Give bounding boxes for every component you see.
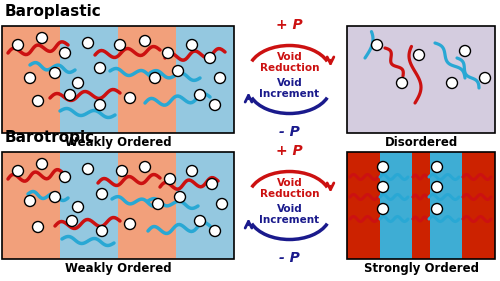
Circle shape xyxy=(460,46,470,56)
Circle shape xyxy=(36,158,48,169)
Circle shape xyxy=(12,166,24,176)
Text: Strongly Ordered: Strongly Ordered xyxy=(364,262,478,275)
Circle shape xyxy=(432,203,442,214)
Circle shape xyxy=(82,164,94,175)
Circle shape xyxy=(82,37,94,49)
Circle shape xyxy=(378,162,388,173)
Text: Barotropic: Barotropic xyxy=(5,130,95,145)
Text: + P: + P xyxy=(276,144,303,158)
Circle shape xyxy=(140,35,150,46)
Circle shape xyxy=(72,78,84,89)
Text: - P: - P xyxy=(279,250,300,264)
Circle shape xyxy=(124,219,136,230)
Circle shape xyxy=(32,96,44,106)
Bar xyxy=(347,152,380,259)
Circle shape xyxy=(32,221,44,232)
Bar xyxy=(2,152,60,259)
Text: Weakly Ordered: Weakly Ordered xyxy=(64,136,172,149)
Circle shape xyxy=(162,47,173,58)
Text: Void
Reduction: Void Reduction xyxy=(260,178,320,199)
Bar xyxy=(2,152,234,259)
Circle shape xyxy=(174,191,186,203)
Circle shape xyxy=(36,33,48,44)
Bar xyxy=(347,26,495,133)
Circle shape xyxy=(194,216,205,226)
Circle shape xyxy=(60,171,70,182)
Bar xyxy=(412,152,430,259)
Circle shape xyxy=(12,40,24,51)
Circle shape xyxy=(116,166,128,176)
Circle shape xyxy=(94,99,106,110)
Text: Void
Increment: Void Increment xyxy=(260,203,320,225)
Circle shape xyxy=(96,189,108,200)
Circle shape xyxy=(186,166,198,176)
Circle shape xyxy=(206,178,218,189)
Circle shape xyxy=(372,40,382,51)
Bar xyxy=(176,152,234,259)
Text: - P: - P xyxy=(279,124,300,139)
Bar xyxy=(60,152,118,259)
Circle shape xyxy=(378,203,388,214)
Circle shape xyxy=(150,72,160,83)
Circle shape xyxy=(378,182,388,192)
Circle shape xyxy=(204,53,216,64)
Circle shape xyxy=(140,162,150,173)
Text: Void
Increment: Void Increment xyxy=(260,78,320,99)
Circle shape xyxy=(172,65,184,76)
Circle shape xyxy=(446,78,458,89)
Circle shape xyxy=(24,72,36,83)
Bar xyxy=(118,26,176,133)
Text: Weakly Ordered: Weakly Ordered xyxy=(64,262,172,275)
Circle shape xyxy=(214,72,226,83)
Circle shape xyxy=(480,72,490,83)
Circle shape xyxy=(124,92,136,103)
Circle shape xyxy=(396,78,407,89)
Bar xyxy=(462,152,495,259)
Circle shape xyxy=(216,198,228,210)
Circle shape xyxy=(24,196,36,207)
Text: Disordered: Disordered xyxy=(384,136,458,149)
Circle shape xyxy=(164,173,175,185)
Circle shape xyxy=(96,225,108,237)
Bar xyxy=(176,26,234,133)
Circle shape xyxy=(50,191,60,203)
Circle shape xyxy=(114,40,126,51)
Bar xyxy=(2,26,60,133)
Circle shape xyxy=(60,47,70,58)
Bar xyxy=(430,152,462,259)
Circle shape xyxy=(186,40,198,51)
Circle shape xyxy=(72,201,84,212)
Text: + P: + P xyxy=(276,18,303,32)
Circle shape xyxy=(94,62,106,74)
Circle shape xyxy=(432,182,442,192)
Circle shape xyxy=(66,216,78,226)
Bar xyxy=(380,152,412,259)
Circle shape xyxy=(432,162,442,173)
Circle shape xyxy=(414,49,424,60)
Circle shape xyxy=(194,90,205,101)
Bar xyxy=(60,26,118,133)
Circle shape xyxy=(210,99,220,110)
Circle shape xyxy=(152,198,164,210)
Circle shape xyxy=(64,90,76,101)
Text: Void
Reduction: Void Reduction xyxy=(260,51,320,73)
Circle shape xyxy=(210,225,220,237)
Bar xyxy=(118,152,176,259)
Circle shape xyxy=(50,67,60,78)
Bar xyxy=(347,152,495,259)
Text: Baroplastic: Baroplastic xyxy=(5,4,102,19)
Bar xyxy=(2,26,234,133)
